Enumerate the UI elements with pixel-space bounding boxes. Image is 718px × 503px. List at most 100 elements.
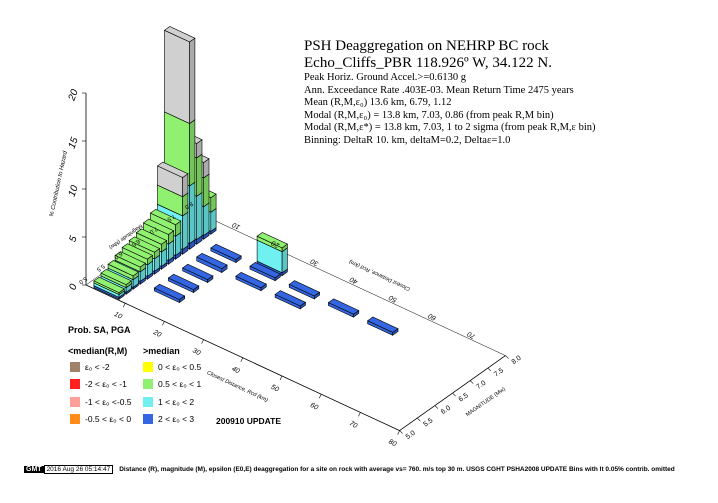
back-r-tick-label: 10: [231, 221, 241, 231]
z-tick-label: 10: [67, 184, 81, 199]
bar-top-face: [93, 276, 125, 293]
info-line: Binning: DeltaR 10. km, deltaM=0.2, Delt…: [304, 134, 511, 146]
bar-top-face: [182, 263, 214, 280]
legend-item: -1 < ε₀ <-0.5: [85, 397, 132, 407]
back-m-tick-label: 5.5: [95, 262, 106, 272]
footer: GMT 2016 Aug 26 05:14:47 Distance (R), mag…: [24, 465, 675, 475]
legend-swatch: [70, 379, 80, 389]
r-tick-label: 80: [387, 438, 397, 448]
info-line: Modal (R,M,ε₀) = 13.8 km, 7.03, 0.86 (fr…: [304, 109, 554, 121]
legend-swatch: [70, 414, 80, 424]
bar-top-face: [114, 251, 147, 268]
site-name: Echo_Cliffs_PBR 118.926º W, 34.122 N.: [304, 55, 553, 71]
m-tick-label: 6.0: [440, 405, 452, 416]
back-r-tick-label: 40: [349, 275, 359, 285]
bar-top-face: [107, 260, 139, 277]
legend-item: 0 < ε₀ < 0.5: [158, 362, 202, 372]
m-tick: [434, 405, 439, 409]
bar-top-face: [210, 243, 242, 260]
back-m-tick-label: 8.0: [183, 200, 194, 210]
bar-side-face: [189, 37, 196, 125]
back-r-line: [191, 209, 506, 356]
bar-side-face: [189, 181, 196, 245]
m-tick: [469, 380, 474, 384]
footer-caption: Distance (R), magnitude (M), epsilon (E0…: [119, 466, 675, 473]
bar-side-face: [196, 153, 203, 197]
back-r-axis-label: Closest Distance, Rcd (km): [348, 258, 411, 292]
m-tick: [487, 367, 492, 372]
bar-top-face: [121, 243, 154, 260]
r-tick-label: 70: [348, 420, 358, 430]
legend-item: -0.5 < ε₀ < 0: [85, 414, 132, 424]
info-line: Modal (R,M,ε*) = 13.8 km, 7.03, 1 to 2 s…: [304, 122, 596, 134]
back-m-tick-label: 6.5: [130, 237, 141, 247]
z-tick-label: 0: [68, 282, 80, 291]
bars-group: [93, 26, 399, 336]
bar-top-face: [167, 273, 200, 290]
bar-top-face: [156, 161, 189, 178]
bar-front-face: [164, 29, 190, 124]
legend-item: 1 < ε₀ < 2: [158, 397, 195, 407]
m-tick-label: 6.5: [458, 392, 470, 403]
r-tick: [318, 394, 322, 399]
back-r-tick-label: 70: [466, 330, 476, 340]
info-line: Ann. Exceedance Rate .403E-03. Mean Retu…: [304, 84, 574, 96]
r-tick-label: 30: [191, 347, 201, 357]
legend-swatch: [70, 397, 80, 407]
r-tick: [201, 339, 204, 344]
bar-top-face: [288, 280, 321, 297]
chart-title: PSH Deaggregation on NEHRP BC rock: [304, 38, 549, 54]
m-tick: [452, 392, 456, 397]
legend-item: 2 < ε₀ < 3: [158, 414, 195, 424]
bar-side-face: [189, 119, 196, 187]
legend-swatch: [143, 414, 153, 424]
m-tick-label: 8.0: [511, 355, 523, 366]
bar-top-face: [149, 208, 182, 226]
m-tick-label: 7.5: [493, 367, 505, 378]
legend-item: 0.5 < ε₀ < 1: [158, 379, 202, 389]
r-tick: [279, 375, 283, 381]
m-tick: [399, 430, 403, 434]
bar-top-face: [135, 228, 168, 245]
bar-side-face: [281, 247, 288, 274]
bar-side-face: [196, 191, 203, 241]
bar-top-face: [256, 232, 288, 249]
bar-side-face: [203, 173, 210, 208]
legend: Prob. SA, PGA <median(R,M) >median ε₀ < …: [68, 325, 328, 445]
legend-item: -2 < ε₀ < -1: [85, 379, 127, 389]
r-tick: [397, 430, 400, 435]
r-tick: [358, 412, 361, 417]
bar-top-face: [153, 283, 186, 300]
m-tick: [417, 417, 421, 422]
bar-top-face: [235, 272, 267, 289]
m-tick-label: 7.0: [475, 380, 487, 391]
r-tick-label: 20: [151, 329, 162, 339]
gmt-badge: GMT: [24, 466, 44, 473]
z-tick-label: 15: [67, 136, 81, 151]
back-r-tick-label: 50: [388, 293, 398, 303]
legend-swatch: [143, 397, 153, 407]
info-line: Peak Horiz. Ground Accel.>=0.6130 g: [304, 72, 467, 83]
r-tick-label: 60: [309, 402, 319, 412]
bar-top-face: [274, 290, 307, 307]
bar-top-face: [142, 218, 175, 235]
bar-top-face: [163, 26, 196, 43]
back-m-tick-label: 5.0: [77, 275, 88, 285]
update-label: 200910 UPDATE: [216, 416, 282, 426]
r-tick: [240, 357, 244, 362]
legend-swatch: [143, 362, 153, 372]
r-tick: [122, 303, 126, 308]
r-tick-label: 50: [270, 384, 280, 394]
r-tick-label: 40: [230, 366, 240, 376]
bar-top-face: [327, 298, 360, 315]
r-tick: [162, 321, 165, 326]
m-tick-label: 5.5: [422, 417, 434, 428]
back-r-tick-label: 20: [270, 239, 281, 249]
bar-top-face: [367, 316, 399, 333]
timestamp: 2016 Aug 26 05:14:47: [43, 465, 114, 474]
bar-side-face: [182, 211, 189, 251]
legend-swatch: [143, 379, 153, 389]
m-tick-label: 5.0: [405, 430, 417, 441]
legend-right-header: >median: [143, 346, 180, 356]
